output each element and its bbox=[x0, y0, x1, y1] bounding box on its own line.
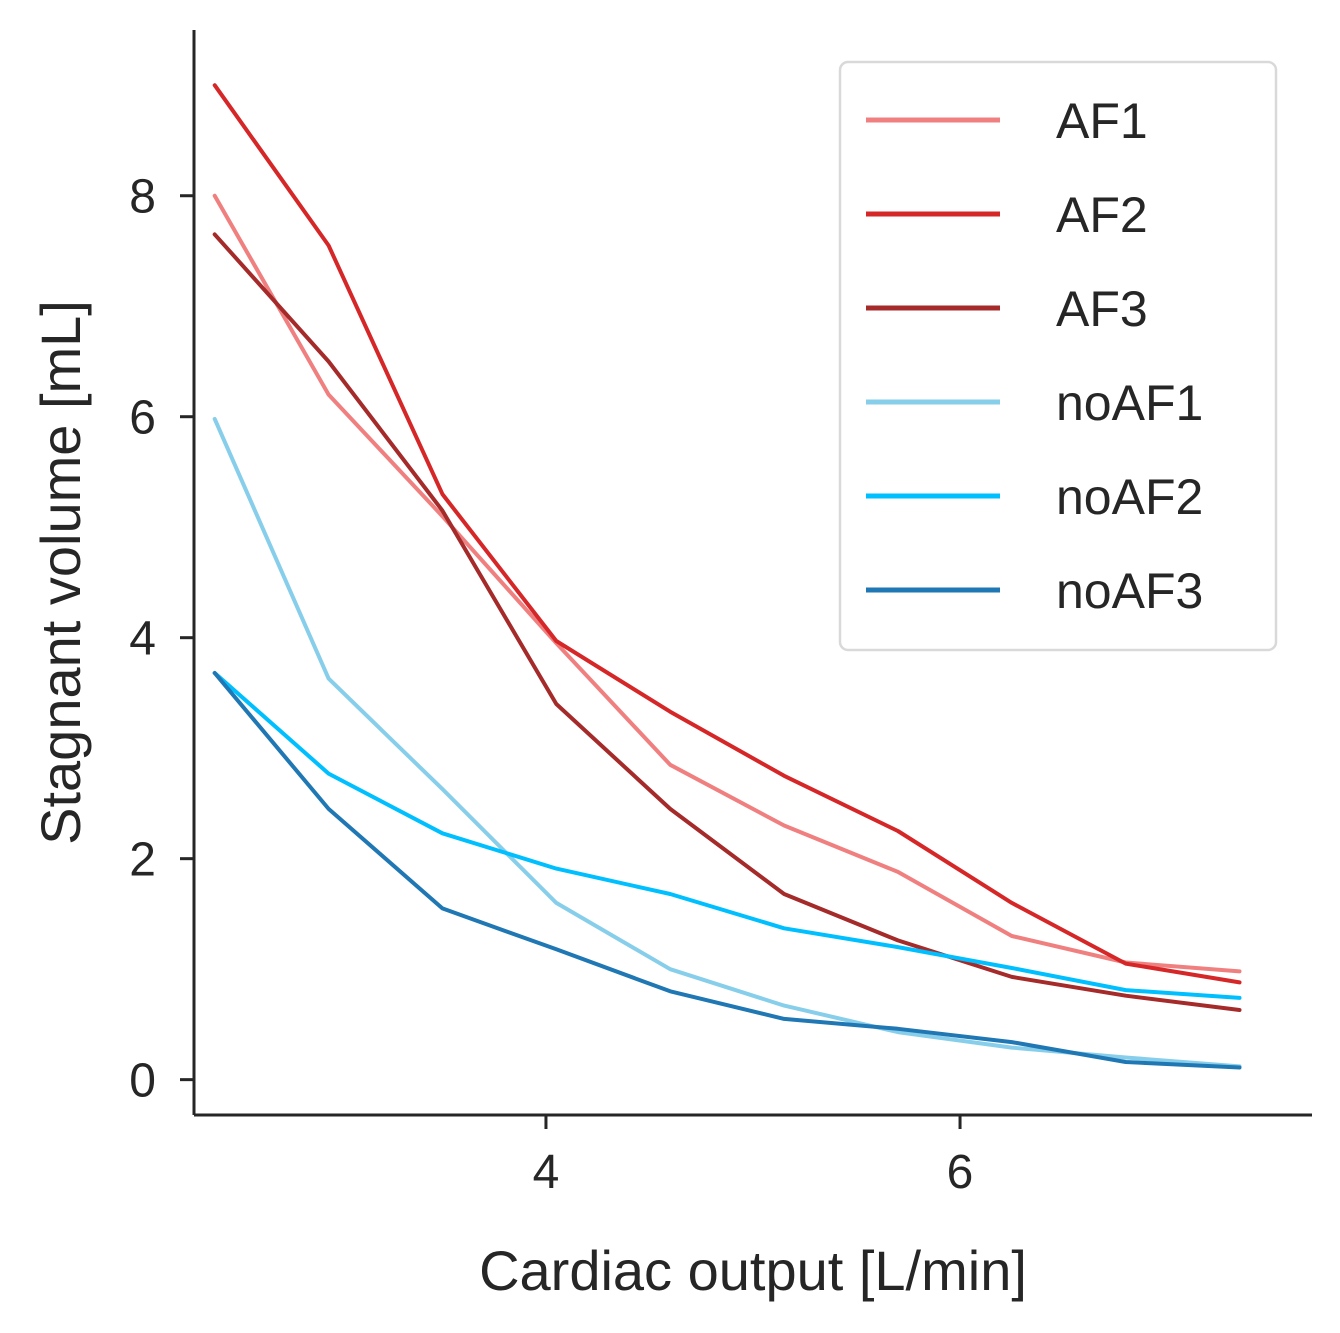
x-tick-label: 6 bbox=[947, 1146, 974, 1199]
legend-label-af1: AF1 bbox=[1056, 93, 1148, 149]
series-line-af1 bbox=[212, 193, 1242, 974]
y-tick-label: 4 bbox=[129, 613, 156, 666]
legend-label-noaf1: noAF1 bbox=[1056, 375, 1203, 431]
legend: AF1 AF2 AF3 noAF1 noAF2 noAF3 bbox=[838, 60, 1278, 652]
series-line-noaf2 bbox=[212, 671, 1242, 1000]
series-line-af2 bbox=[212, 83, 1242, 985]
x-axis-title: Cardiac output [L/min] bbox=[479, 1239, 1027, 1302]
y-axis-title: Stagnant volume [mL] bbox=[29, 300, 92, 845]
y-tick-label: 6 bbox=[129, 392, 156, 445]
legend-label-af3: AF3 bbox=[1056, 281, 1148, 337]
legend-box bbox=[838, 60, 1278, 652]
series-line-af3 bbox=[212, 232, 1242, 1012]
series-line-noaf3 bbox=[212, 671, 1242, 1070]
x-tick-label: 4 bbox=[533, 1146, 560, 1199]
plot-series bbox=[212, 83, 1242, 1070]
y-tick-label: 2 bbox=[129, 834, 156, 887]
legend-label-af2: AF2 bbox=[1056, 187, 1148, 243]
legend-label-noaf2: noAF2 bbox=[1056, 469, 1203, 525]
legend-label-noaf3: noAF3 bbox=[1056, 563, 1203, 619]
y-tick-label: 8 bbox=[129, 171, 156, 224]
y-ticks: 0 2 4 6 8 bbox=[129, 171, 194, 1108]
legend-entries: AF1 AF2 AF3 noAF1 noAF2 noAF3 bbox=[866, 93, 1203, 619]
y-tick-label: 0 bbox=[129, 1055, 156, 1108]
